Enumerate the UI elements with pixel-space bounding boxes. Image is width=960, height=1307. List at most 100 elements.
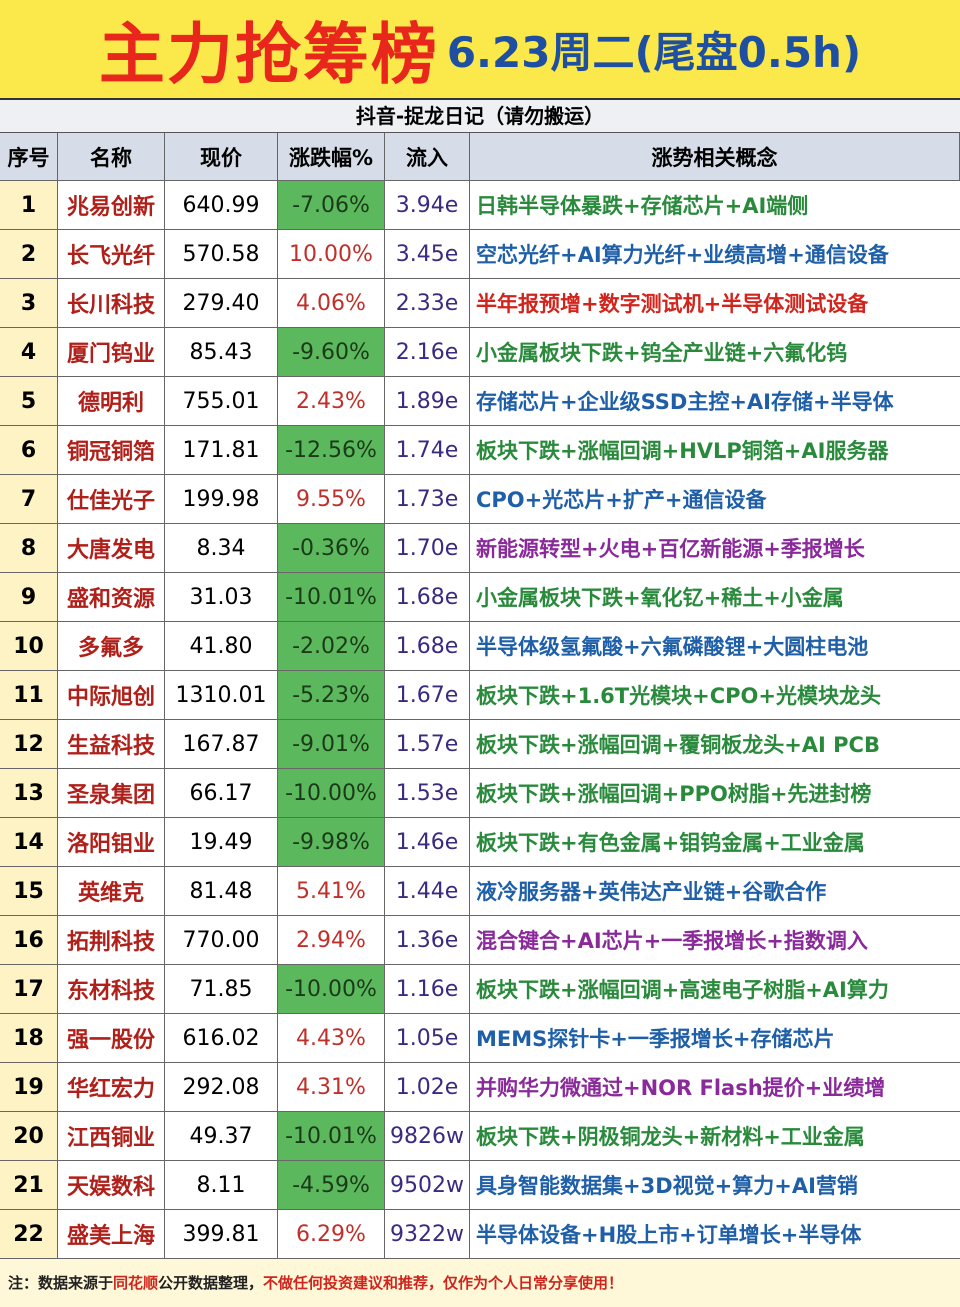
cell: 19.49 [165, 818, 278, 866]
cell: 拓荆科技 [58, 916, 165, 964]
table-row: 3 长川科技 279.40 4.06% 2.33e 半年报预增+数字测试机+半导体测试设备 [0, 279, 960, 328]
cell: 板块下跌+涨幅回调+覆铜板龙头+AI PCB [476, 733, 880, 757]
cell: 10.00% [278, 230, 385, 278]
cell: 66.17 [165, 769, 278, 817]
cell: 13 [0, 769, 58, 817]
cell: -10.00% [278, 769, 385, 817]
table-row: 9 盛和资源 31.03 -10.01% 1.68e 小金属板块下跌+氧化钇+稀土+小金属 [0, 573, 960, 622]
cell: 21 [0, 1161, 58, 1209]
cell: 22 [0, 1210, 58, 1258]
cell: 19 [0, 1063, 58, 1111]
cell: 1310.01 [165, 671, 278, 719]
cell: 279.40 [165, 279, 278, 327]
column-header: 涨势相关概念 [470, 133, 960, 180]
cell: -4.59% [278, 1161, 385, 1209]
source: 抖音-捉龙日记（请勿搬运） [0, 100, 960, 133]
cell: 强一股份 [58, 1014, 165, 1062]
cell: 1.57e [385, 720, 470, 768]
cell: 49.37 [165, 1112, 278, 1160]
table-row: 18 强一股份 616.02 4.43% 1.05e MEMS探针卡+一季报增长+存储芯片 [0, 1014, 960, 1063]
table-row: 4 厦门钨业 85.43 -9.60% 2.16e 小金属板块下跌+钨全产业链+六氟化钨 [0, 328, 960, 377]
cell: 2.94% [278, 916, 385, 964]
cell: 31.03 [165, 573, 278, 621]
footer-text: 公开数据整理， [158, 1274, 264, 1292]
cell: -2.02% [278, 622, 385, 670]
cell: -10.00% [278, 965, 385, 1013]
cell: 5 [0, 377, 58, 425]
cell: 9826w [385, 1112, 470, 1160]
cell: 1.70e [385, 524, 470, 572]
cell: 多氟多 [58, 622, 165, 670]
cell: 半导体设备+H股上市+订单增长+半导体 [476, 1223, 862, 1247]
cell: 4.43% [278, 1014, 385, 1062]
cell: 液冷服务器+英伟达产业链+谷歌合作 [476, 880, 827, 904]
cell: 15 [0, 867, 58, 915]
cell: 14 [0, 818, 58, 866]
cell: 厦门钨业 [58, 328, 165, 376]
cell: 东材科技 [58, 965, 165, 1013]
footer-text: 同花顺 [113, 1274, 159, 1292]
cell: 6.29% [278, 1210, 385, 1258]
cell: 板块下跌+涨幅回调+HVLP铜箔+AI服务器 [476, 439, 889, 463]
cell: 长川科技 [58, 279, 165, 327]
cell: -7.06% [278, 181, 385, 229]
cell: 具身智能数据集+3D视觉+算力+AI营销 [476, 1174, 858, 1198]
cell: 640.99 [165, 181, 278, 229]
cell: 仕佳光子 [58, 475, 165, 523]
cell: 长飞光纤 [58, 230, 165, 278]
cell: -9.98% [278, 818, 385, 866]
cell: 1.67e [385, 671, 470, 719]
footer: 注：数据来源于同花顺公开数据整理，不做任何投资建议和推荐，仅作为个人日常分享使用… [0, 1259, 960, 1307]
title: 主力抢筹榜 [98, 16, 439, 93]
footer-text: 注：数据来源于 [8, 1274, 114, 1292]
cell: 盛和资源 [58, 573, 165, 621]
table-row: 13 圣泉集团 66.17 -10.00% 1.53e 板块下跌+涨幅回调+PPO树脂+先… [0, 769, 960, 818]
cell: 199.98 [165, 475, 278, 523]
cell: 3 [0, 279, 58, 327]
table-row: 8 大唐发电 8.34 -0.36% 1.70e 新能源转型+火电+百亿新能源+季报增长 [0, 524, 960, 573]
cell: 9 [0, 573, 58, 621]
cell: 16 [0, 916, 58, 964]
cell: 616.02 [165, 1014, 278, 1062]
cell: 1.89e [385, 377, 470, 425]
cell: 5.41% [278, 867, 385, 915]
cell: 日韩半导体暴跌+存储芯片+AI端侧 [476, 194, 809, 218]
cell: 中际旭创 [58, 671, 165, 719]
cell: 4 [0, 328, 58, 376]
cell: 85.43 [165, 328, 278, 376]
cell: 1.53e [385, 769, 470, 817]
table-row: 15 英维克 81.48 5.41% 1.44e 液冷服务器+英伟达产业链+谷歌合作 [0, 867, 960, 916]
table-row: 20 江西铜业 49.37 -10.01% 9826w 板块下跌+阴极铜龙头+新材料+工业… [0, 1112, 960, 1161]
cell: 570.58 [165, 230, 278, 278]
cell: 小金属板块下跌+氧化钇+稀土+小金属 [476, 586, 844, 610]
table: 序号 名称 现价 涨跌幅% 流入 涨势相关概念 1 兆易创新 640.99 -7.06% 3.94e… [0, 133, 960, 1259]
cell: 770.00 [165, 916, 278, 964]
cell: -0.36% [278, 524, 385, 572]
cell: 板块下跌+1.6T光模块+CPO+光模块龙头 [476, 684, 881, 708]
cell: 8 [0, 524, 58, 572]
cell: 华红宏力 [58, 1063, 165, 1111]
cell: 399.81 [165, 1210, 278, 1258]
cell: MEMS探针卡+一季报增长+存储芯片 [476, 1027, 835, 1051]
table-row: 14 洛阳钼业 19.49 -9.98% 1.46e 板块下跌+有色金属+钼钨金属+工业金… [0, 818, 960, 867]
cell: 1.44e [385, 867, 470, 915]
table-row: 6 铜冠铜箔 171.81 -12.56% 1.74e 板块下跌+涨幅回调+HVLP铜箔+… [0, 426, 960, 475]
cell: 板块下跌+阴极铜龙头+新材料+工业金属 [476, 1125, 865, 1149]
cell: 10 [0, 622, 58, 670]
cell: 9.55% [278, 475, 385, 523]
table-row: 5 德明利 755.01 2.43% 1.89e 存储芯片+企业级SSD主控+AI存储+半… [0, 377, 960, 426]
cell: 8.11 [165, 1161, 278, 1209]
cell: 71.85 [165, 965, 278, 1013]
cell: 1.46e [385, 818, 470, 866]
cell: 天娱数科 [58, 1161, 165, 1209]
cell: 41.80 [165, 622, 278, 670]
cell: 板块下跌+涨幅回调+高速电子树脂+AI算力 [476, 978, 889, 1002]
column-header: 名称 [58, 133, 165, 180]
cell: 2.16e [385, 328, 470, 376]
cell: 盛美上海 [58, 1210, 165, 1258]
cell: 6 [0, 426, 58, 474]
cell: 18 [0, 1014, 58, 1062]
cell: 171.81 [165, 426, 278, 474]
cell: 板块下跌+有色金属+钼钨金属+工业金属 [476, 831, 865, 855]
cell: 生益科技 [58, 720, 165, 768]
